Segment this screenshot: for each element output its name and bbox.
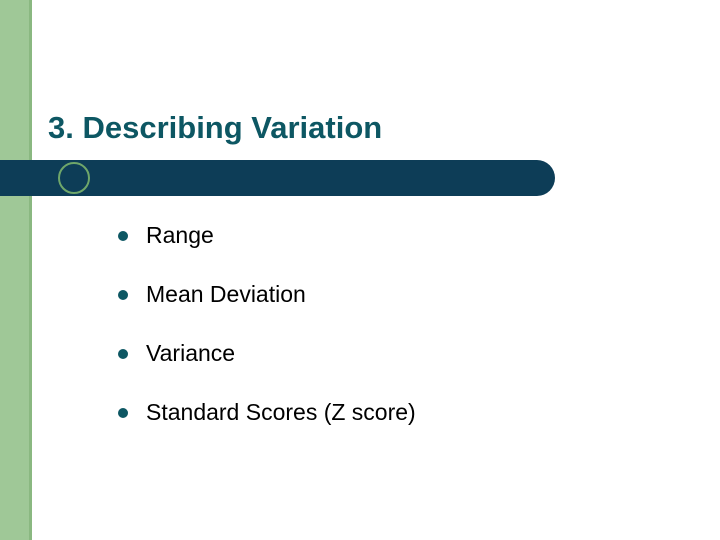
list-item: Variance xyxy=(118,340,416,367)
list-item-label: Range xyxy=(146,222,214,249)
bullet-icon xyxy=(118,408,128,418)
bullet-icon xyxy=(118,349,128,359)
list-item: Mean Deviation xyxy=(118,281,416,308)
list-item: Standard Scores (Z score) xyxy=(118,399,416,426)
decorative-ring xyxy=(58,162,90,194)
list-item-label: Mean Deviation xyxy=(146,281,306,308)
bullet-list: Range Mean Deviation Variance Standard S… xyxy=(118,222,416,458)
left-accent-stripe xyxy=(0,0,32,540)
bullet-icon xyxy=(118,290,128,300)
list-item: Range xyxy=(118,222,416,249)
list-item-label: Variance xyxy=(146,340,235,367)
slide-title: 3. Describing Variation xyxy=(48,110,382,146)
list-item-label: Standard Scores (Z score) xyxy=(146,399,416,426)
bullet-icon xyxy=(118,231,128,241)
